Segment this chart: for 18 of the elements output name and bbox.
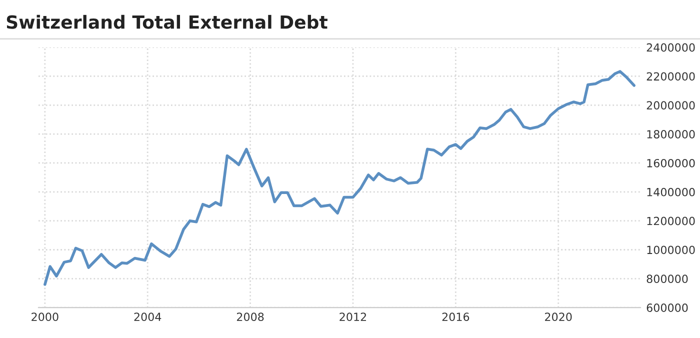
x-tick-label: 2020 — [545, 312, 572, 322]
y-tick-label: 1200000 — [647, 216, 695, 226]
line-series — [44, 70, 636, 286]
y-tick-label: 1600000 — [647, 158, 695, 168]
x-tick-label: 2012 — [340, 312, 366, 322]
y-tick-label: 1400000 — [647, 188, 695, 196]
y-tick-label: 600000 — [646, 304, 688, 312]
chart-title: Switzerland Total External Debt — [6, 14, 328, 29]
x-tick-label: 2000 — [32, 312, 58, 322]
y-tick-label: 2200000 — [646, 72, 695, 81]
y-tick-label: 1800000 — [647, 130, 695, 138]
y-tick-label: 800000 — [646, 274, 688, 284]
x-tick-label: 2008 — [236, 312, 264, 322]
y-tick-label: 2400000 — [646, 43, 695, 52]
x-tick-label: 2016 — [442, 312, 470, 322]
y-tick-label: 2000000 — [646, 101, 695, 110]
x-tick-label: 2004 — [134, 312, 162, 322]
y-tick-label: 1000000 — [647, 246, 695, 254]
